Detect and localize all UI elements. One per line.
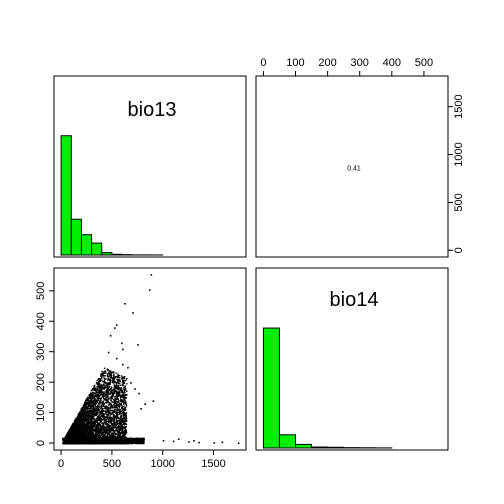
top-tick-label-bio14-200: 200	[318, 57, 336, 69]
bio13-histogram-bar-5	[111, 253, 123, 256]
scatter-point-1	[148, 289, 151, 291]
bio13-histogram-bar-2	[80, 234, 93, 256]
scatter-point-11	[122, 363, 124, 366]
panel-br	[255, 267, 449, 451]
panel-tl	[53, 75, 247, 258]
top-tick-label-bio14-100: 100	[286, 57, 304, 69]
scatter-point-17	[152, 400, 155, 402]
scatter-point-18	[144, 403, 147, 406]
scatter-point-21	[172, 440, 175, 443]
y-tick-label-bio14-400: 400	[35, 312, 47, 330]
scatter-point-15	[134, 388, 136, 390]
diag-label-bio13: bio13	[128, 99, 177, 121]
correlation-label: 0.41	[347, 166, 361, 173]
scatter-point-9	[109, 334, 112, 337]
bio13-histogram-bar-1	[70, 218, 82, 256]
x-tick-label-bio13-0: 0	[58, 458, 64, 470]
scatter-point-19	[140, 408, 142, 410]
y-tick-label-bio14-100: 100	[35, 403, 47, 421]
y-tick-label-bio14-300: 300	[35, 343, 47, 361]
panel-bl	[53, 267, 247, 451]
scatter-point-27	[193, 439, 195, 442]
scatter-point-12	[107, 351, 110, 354]
scatter-point-20	[162, 439, 165, 442]
bio14-histogram-bar-1	[278, 434, 296, 449]
right-tick-label-bio13-1500: 1500	[453, 94, 465, 118]
bio13-histogram-bar-0	[60, 135, 72, 256]
diag-label-bio14: bio14	[330, 289, 379, 311]
top-tick-label-bio14-0: 0	[260, 57, 266, 69]
bio14-histogram-bar-2	[294, 443, 313, 449]
scatter-point-26	[221, 441, 224, 444]
scatter-point-14	[130, 382, 132, 384]
bio14-histogram-bar-0	[262, 327, 280, 449]
x-tick-label-bio13-1000: 1000	[150, 458, 174, 470]
bio14-histogram-bar-3	[311, 446, 329, 449]
top-tick-label-bio14-300: 300	[351, 57, 369, 69]
top-tick-label-bio14-500: 500	[415, 57, 433, 69]
scatter-point-28	[177, 438, 180, 441]
scatter-point-16	[138, 392, 140, 395]
right-tick-label-bio13-0: 0	[453, 247, 465, 253]
scatter-point-8	[122, 348, 124, 351]
panel-tr	[255, 75, 449, 258]
scatter-point-10	[115, 357, 118, 360]
scatter-point-cloud	[62, 367, 145, 445]
bio13-histogram-bar-4	[101, 252, 113, 256]
scatter-point-24	[213, 442, 216, 444]
x-tick-label-bio13-1500: 1500	[201, 458, 225, 470]
x-tick-label-bio13-500: 500	[103, 458, 121, 470]
bio14-histogram-bar-4	[327, 446, 345, 449]
scatter-point-7	[121, 342, 123, 345]
bio13-histogram-bar-3	[91, 242, 103, 256]
scatter-point-13	[127, 366, 129, 369]
y-tick-label-bio14-200: 200	[35, 373, 47, 391]
top-tick-label-bio14-400: 400	[383, 57, 401, 69]
scatter-point-22	[188, 441, 190, 443]
scatter-point-5	[113, 327, 116, 329]
scatter-point-4	[115, 324, 118, 326]
scatter-point-0	[150, 274, 153, 276]
scatter-point-3	[132, 312, 134, 314]
right-tick-label-bio13-1000: 1000	[453, 142, 465, 166]
y-tick-label-bio14-500: 500	[35, 282, 47, 300]
scatter-point-23	[198, 441, 200, 444]
scatter-point-2	[124, 303, 126, 305]
y-tick-label-bio14-0: 0	[35, 440, 47, 446]
scatter-point-6	[137, 344, 139, 346]
scatter-point-25	[237, 442, 240, 444]
right-tick-label-bio13-500: 500	[453, 193, 465, 211]
